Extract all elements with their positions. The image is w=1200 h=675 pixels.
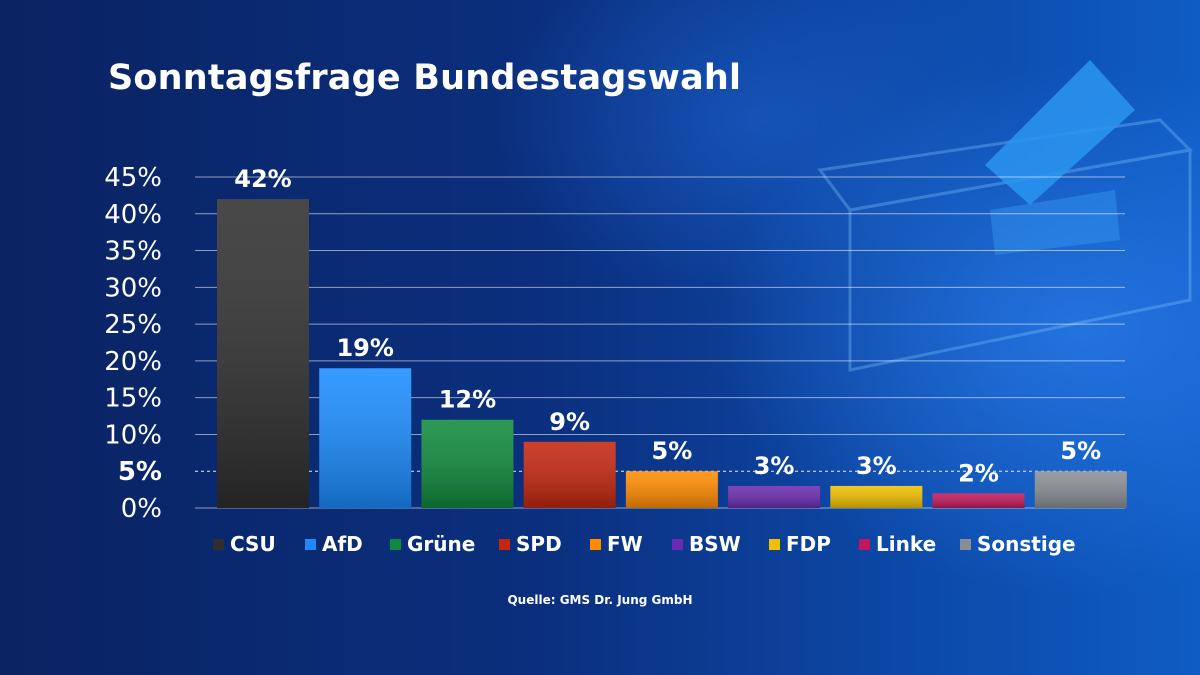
legend-label: FW xyxy=(607,532,643,556)
legend-swatch xyxy=(590,539,601,550)
legend-label: BSW xyxy=(689,532,741,556)
data-label: 3% xyxy=(856,452,897,480)
data-label: 5% xyxy=(1060,437,1101,465)
bar-shading xyxy=(830,485,923,508)
bar-shading xyxy=(523,441,616,508)
legend-swatch xyxy=(859,539,870,550)
bar-shading xyxy=(932,493,1025,508)
data-label: 12% xyxy=(439,386,496,414)
legend-label: Grüne xyxy=(407,532,475,556)
legend-label: AfD xyxy=(322,532,363,556)
legend-swatch xyxy=(499,539,510,550)
legend-swatch xyxy=(305,539,316,550)
y-tick-label: 45% xyxy=(104,163,162,193)
chart-title: Sonntagsfrage Bundestagswahl xyxy=(108,58,742,98)
y-tick-label: 30% xyxy=(104,273,162,303)
y-tick-label: 15% xyxy=(104,384,162,414)
bar-shading xyxy=(625,471,718,508)
legend-label: FDP xyxy=(786,532,831,556)
y-tick-label: 40% xyxy=(104,200,162,230)
bar-shading xyxy=(319,368,412,508)
legend-label: SPD xyxy=(516,532,562,556)
data-label: 42% xyxy=(234,165,291,193)
legend-swatch xyxy=(672,539,683,550)
legend-swatch xyxy=(213,539,224,550)
y-tick-label: 0% xyxy=(121,494,162,524)
bar-shading xyxy=(1034,471,1127,508)
legend-label: Sonstige xyxy=(977,532,1076,556)
legend-swatch xyxy=(769,539,780,550)
bar-shading xyxy=(421,419,514,508)
y-tick-label: 20% xyxy=(104,347,162,377)
data-label: 9% xyxy=(549,408,590,436)
y-tick-label: 35% xyxy=(104,237,162,267)
data-label: 5% xyxy=(652,437,693,465)
data-label: 3% xyxy=(754,452,795,480)
data-label: 2% xyxy=(958,459,999,487)
bar-shading xyxy=(217,199,309,509)
legend-swatch xyxy=(390,539,401,550)
legend-label: CSU xyxy=(230,532,276,556)
data-label: 19% xyxy=(336,334,393,362)
source-note: Quelle: GMS Dr. Jung GmbH xyxy=(507,593,693,607)
legend-label: Linke xyxy=(876,532,936,556)
y-tick-label: 10% xyxy=(104,420,162,450)
legend-swatch xyxy=(960,539,971,550)
bar-shading xyxy=(728,485,821,508)
y-tick-label: 5% xyxy=(118,457,162,487)
y-tick-label: 25% xyxy=(104,310,162,340)
